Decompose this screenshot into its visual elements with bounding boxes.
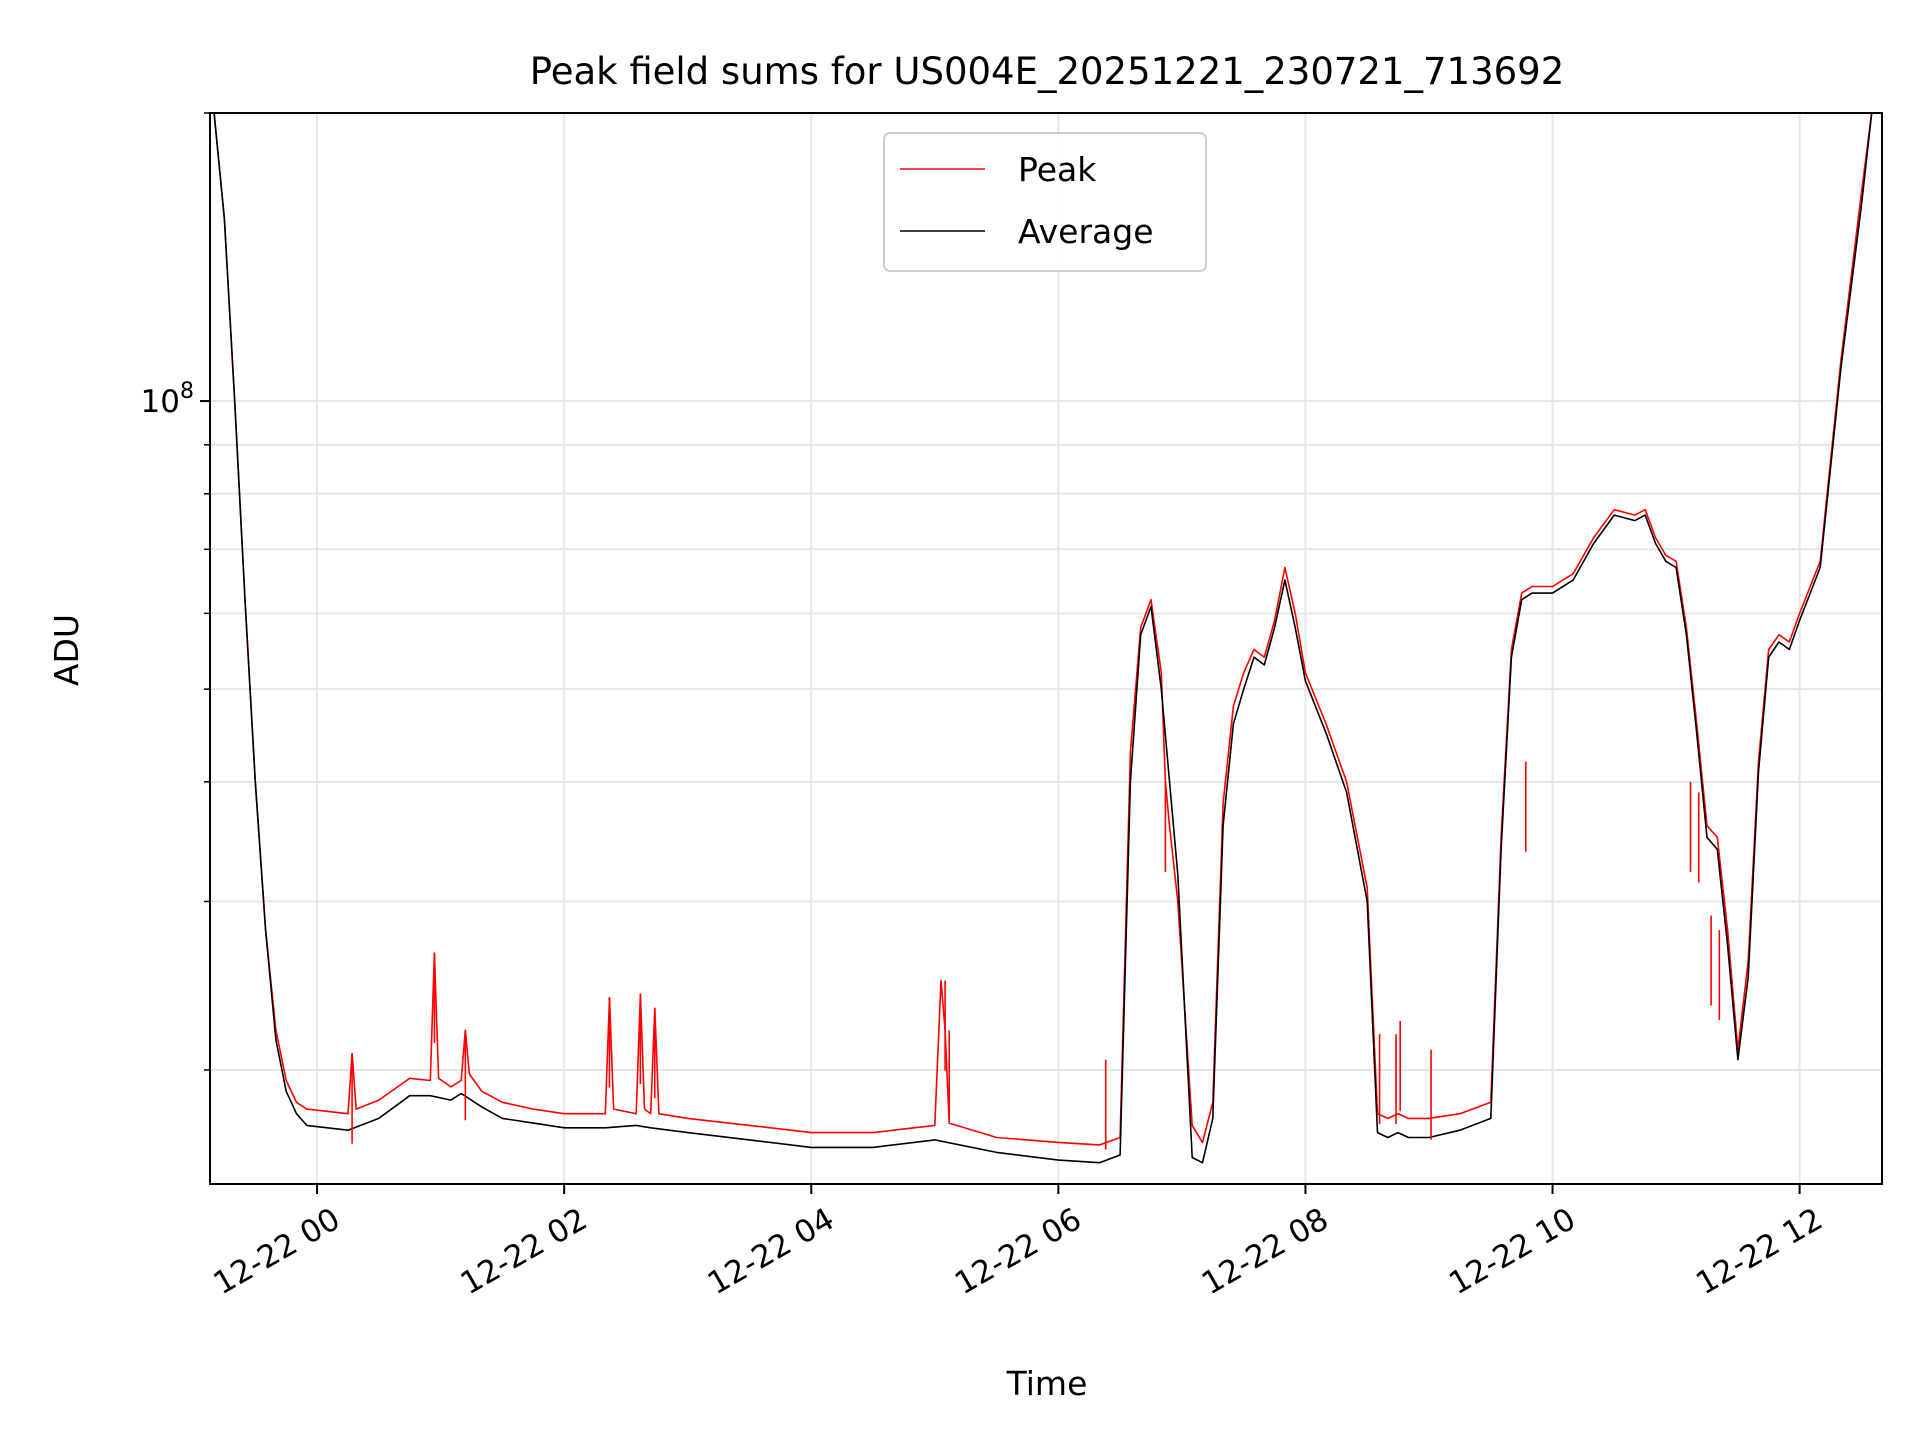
legend-box <box>883 132 1207 272</box>
legend: Peak Average <box>883 132 1207 272</box>
plot-frame <box>209 112 1883 1185</box>
chart-title: Peak field sums for US004E_20251221_2307… <box>530 50 1565 93</box>
spike-layer <box>351 761 1721 1150</box>
grid <box>210 112 1882 1184</box>
series-line-average <box>213 113 1873 1164</box>
legend-label-peak: Peak <box>1018 150 1097 189</box>
series-layer <box>213 113 1873 1164</box>
y-axis-title: ADU <box>47 614 86 686</box>
x-axis-title: Time <box>1006 1364 1088 1403</box>
series-line-peak <box>213 113 1873 1146</box>
legend-label-average: Average <box>1018 212 1154 251</box>
